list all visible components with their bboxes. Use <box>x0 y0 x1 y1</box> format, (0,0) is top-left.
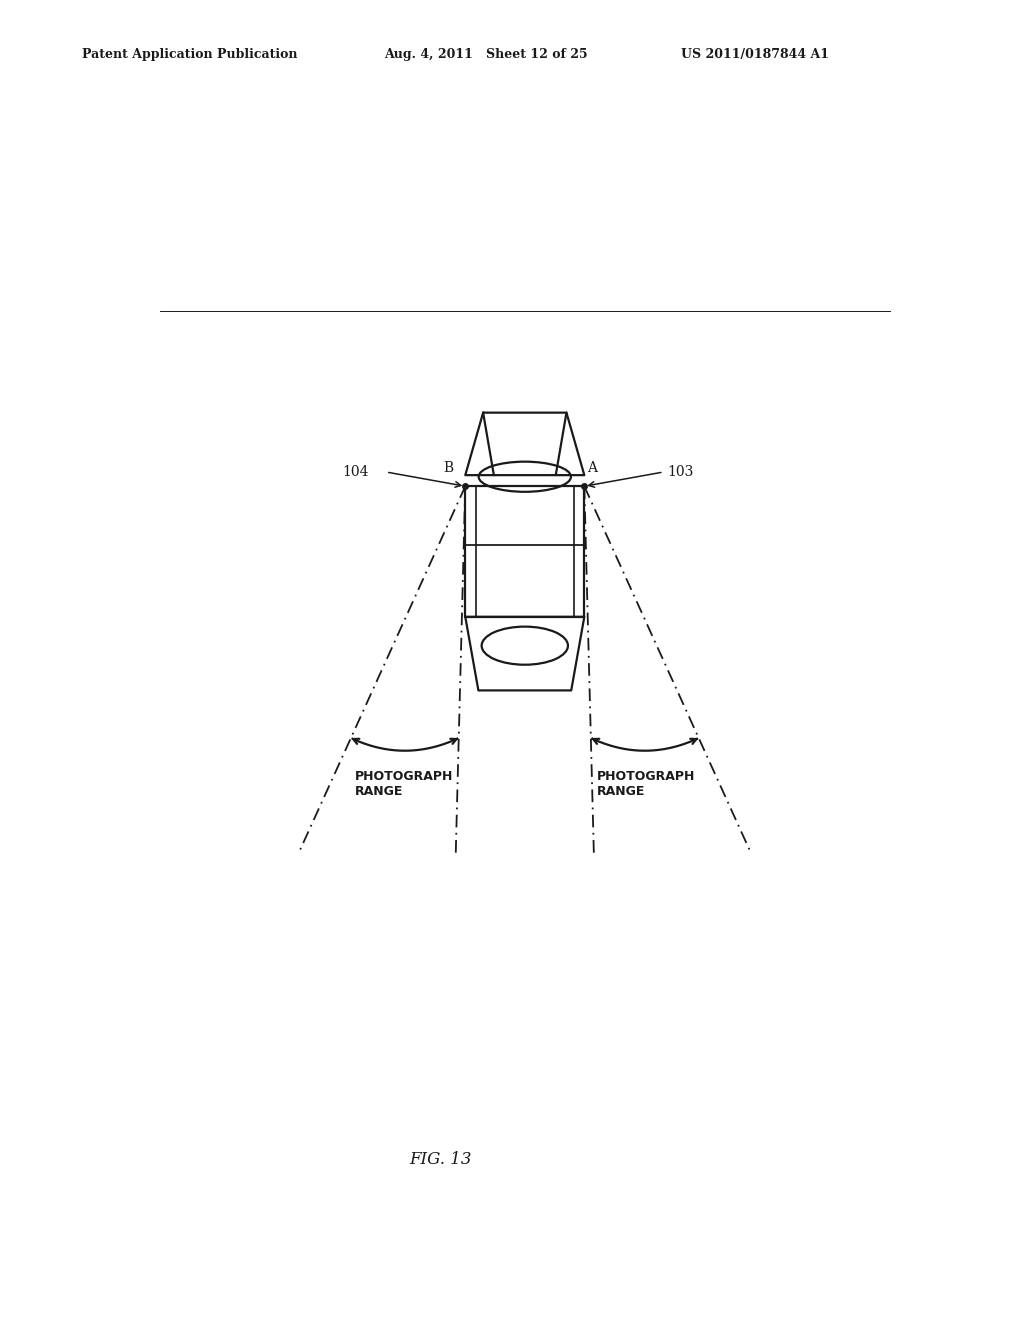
Text: Patent Application Publication: Patent Application Publication <box>82 48 297 61</box>
Text: 103: 103 <box>668 465 694 479</box>
Text: PHOTOGRAPH
RANGE: PHOTOGRAPH RANGE <box>597 770 695 797</box>
Text: A: A <box>588 461 597 475</box>
Text: FIG. 13: FIG. 13 <box>409 1151 472 1168</box>
Text: 104: 104 <box>342 465 369 479</box>
Text: US 2011/0187844 A1: US 2011/0187844 A1 <box>681 48 829 61</box>
Text: PHOTOGRAPH
RANGE: PHOTOGRAPH RANGE <box>355 770 454 797</box>
Text: Aug. 4, 2011   Sheet 12 of 25: Aug. 4, 2011 Sheet 12 of 25 <box>384 48 588 61</box>
Text: B: B <box>443 461 454 475</box>
